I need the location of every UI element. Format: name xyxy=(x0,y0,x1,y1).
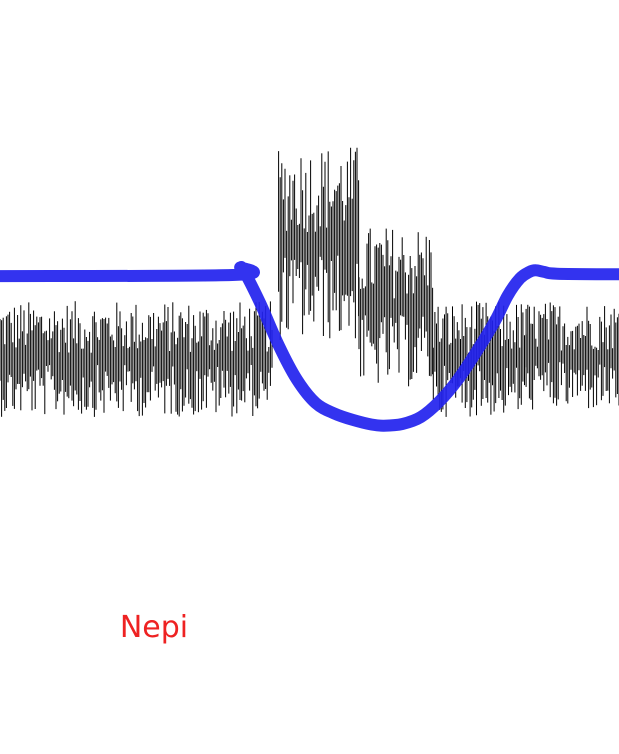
curve-group xyxy=(0,261,619,432)
curve-line xyxy=(0,261,619,432)
trace-group xyxy=(0,147,619,417)
annotation-label: Nepi xyxy=(120,610,188,645)
